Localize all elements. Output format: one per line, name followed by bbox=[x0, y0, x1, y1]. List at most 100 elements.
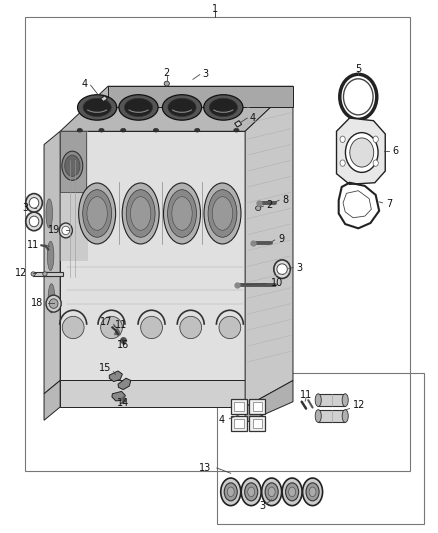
Ellipse shape bbox=[373, 160, 378, 166]
Ellipse shape bbox=[265, 483, 278, 501]
Ellipse shape bbox=[221, 478, 241, 506]
Ellipse shape bbox=[122, 183, 159, 244]
Text: 2: 2 bbox=[164, 69, 170, 78]
Ellipse shape bbox=[204, 95, 243, 120]
Text: 4: 4 bbox=[82, 78, 88, 88]
Bar bbox=[234, 419, 244, 427]
Polygon shape bbox=[60, 381, 245, 407]
Ellipse shape bbox=[29, 216, 39, 227]
Polygon shape bbox=[108, 86, 293, 108]
Ellipse shape bbox=[268, 487, 275, 497]
Ellipse shape bbox=[282, 478, 302, 506]
Ellipse shape bbox=[48, 284, 55, 313]
Ellipse shape bbox=[248, 487, 254, 497]
Polygon shape bbox=[245, 381, 293, 423]
Polygon shape bbox=[60, 86, 293, 131]
Text: 1: 1 bbox=[212, 4, 218, 14]
Bar bbox=[231, 416, 247, 431]
Bar bbox=[250, 399, 265, 414]
Ellipse shape bbox=[306, 483, 319, 501]
Ellipse shape bbox=[168, 98, 196, 117]
Bar bbox=[234, 402, 244, 411]
Ellipse shape bbox=[124, 98, 152, 117]
Ellipse shape bbox=[255, 206, 261, 211]
Text: 13: 13 bbox=[199, 463, 211, 473]
Text: 8: 8 bbox=[282, 195, 288, 205]
Ellipse shape bbox=[289, 487, 296, 497]
Text: 19: 19 bbox=[48, 225, 60, 236]
Text: 7: 7 bbox=[386, 199, 392, 209]
Ellipse shape bbox=[78, 95, 117, 120]
Ellipse shape bbox=[49, 299, 58, 309]
Ellipse shape bbox=[101, 317, 122, 338]
Polygon shape bbox=[235, 120, 242, 127]
Ellipse shape bbox=[119, 95, 158, 120]
Ellipse shape bbox=[83, 98, 111, 117]
Ellipse shape bbox=[87, 197, 107, 230]
Polygon shape bbox=[44, 381, 60, 420]
Ellipse shape bbox=[77, 128, 82, 132]
Ellipse shape bbox=[204, 183, 241, 244]
Ellipse shape bbox=[219, 317, 241, 338]
Text: 18: 18 bbox=[31, 297, 43, 308]
Text: 14: 14 bbox=[117, 398, 129, 408]
Ellipse shape bbox=[83, 190, 112, 237]
Bar bbox=[253, 402, 262, 411]
Ellipse shape bbox=[141, 317, 162, 338]
Ellipse shape bbox=[29, 198, 39, 208]
Ellipse shape bbox=[162, 95, 201, 120]
Polygon shape bbox=[118, 378, 131, 390]
Ellipse shape bbox=[62, 151, 83, 180]
Ellipse shape bbox=[315, 394, 321, 407]
Text: 11: 11 bbox=[114, 320, 127, 330]
Polygon shape bbox=[101, 96, 108, 102]
Ellipse shape bbox=[26, 193, 42, 212]
Text: 11: 11 bbox=[28, 240, 40, 250]
Polygon shape bbox=[44, 131, 60, 394]
Ellipse shape bbox=[47, 241, 54, 270]
Ellipse shape bbox=[286, 483, 299, 501]
Ellipse shape bbox=[350, 138, 374, 167]
Polygon shape bbox=[110, 371, 122, 382]
Polygon shape bbox=[112, 391, 125, 401]
Text: 16: 16 bbox=[117, 340, 129, 350]
Polygon shape bbox=[60, 131, 86, 192]
Polygon shape bbox=[45, 272, 63, 276]
Ellipse shape bbox=[208, 190, 237, 237]
Text: 6: 6 bbox=[392, 146, 398, 156]
Polygon shape bbox=[33, 272, 51, 276]
Ellipse shape bbox=[31, 272, 35, 276]
Polygon shape bbox=[60, 131, 245, 381]
Polygon shape bbox=[318, 410, 345, 422]
Ellipse shape bbox=[241, 478, 261, 506]
Ellipse shape bbox=[62, 226, 70, 235]
Text: 12: 12 bbox=[15, 269, 28, 278]
Ellipse shape bbox=[120, 128, 126, 132]
Ellipse shape bbox=[340, 136, 345, 142]
Ellipse shape bbox=[172, 197, 192, 230]
Ellipse shape bbox=[65, 155, 80, 176]
Text: 10: 10 bbox=[271, 278, 283, 288]
Text: 12: 12 bbox=[353, 400, 365, 410]
Ellipse shape bbox=[43, 272, 47, 276]
Ellipse shape bbox=[315, 410, 321, 422]
Ellipse shape bbox=[163, 183, 201, 244]
Bar bbox=[231, 399, 247, 414]
Ellipse shape bbox=[59, 223, 72, 238]
Ellipse shape bbox=[26, 212, 42, 231]
Polygon shape bbox=[245, 86, 293, 407]
Ellipse shape bbox=[209, 98, 237, 117]
Ellipse shape bbox=[245, 483, 258, 501]
Ellipse shape bbox=[342, 410, 348, 422]
Ellipse shape bbox=[309, 487, 316, 497]
Bar bbox=[217, 373, 424, 523]
Ellipse shape bbox=[342, 394, 348, 407]
Polygon shape bbox=[336, 118, 385, 184]
Ellipse shape bbox=[164, 81, 170, 86]
Ellipse shape bbox=[261, 478, 282, 506]
Ellipse shape bbox=[131, 197, 151, 230]
Ellipse shape bbox=[234, 128, 239, 132]
Text: 4: 4 bbox=[218, 415, 224, 425]
Bar bbox=[25, 17, 410, 471]
Ellipse shape bbox=[99, 128, 104, 132]
